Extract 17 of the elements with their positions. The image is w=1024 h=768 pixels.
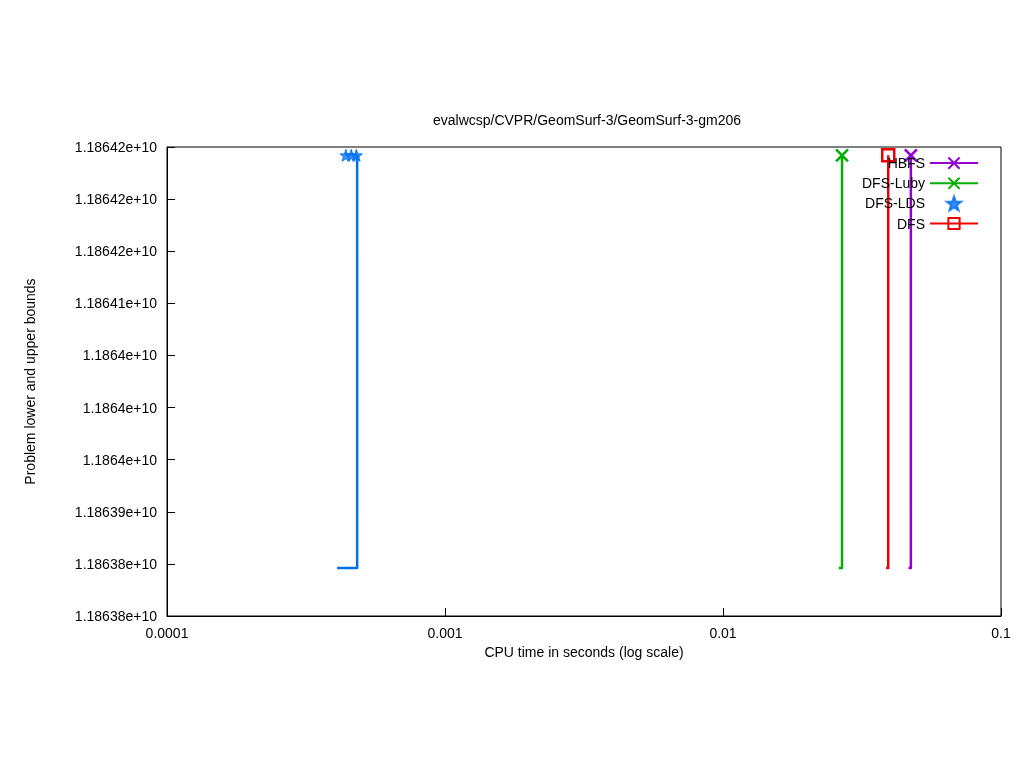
x-tick-label: 0.01 — [709, 625, 737, 641]
y-tick-label: 1.18641e+10 — [74, 295, 158, 312]
chart-title: evalwcsp/CVPR/GeomSurf-3/GeomSurf-3-gm206 — [432, 112, 742, 128]
y-tick-label: 1.1864e+10 — [82, 451, 158, 468]
y-tick-label: 1.18642e+10 — [74, 243, 158, 260]
x-tick-label: 0.1 — [991, 625, 1011, 641]
y-tick-label: 1.18638e+10 — [74, 555, 158, 572]
y-tick-label: 1.18638e+10 — [74, 608, 158, 624]
x-axis-title: CPU time in seconds (log scale) — [484, 643, 684, 660]
y-tick-label: 1.18642e+10 — [74, 191, 158, 208]
x-tick-label: 0.001 — [427, 625, 463, 641]
y-tick-label: 1.18639e+10 — [74, 503, 158, 520]
y-tick-label: 1.18642e+10 — [74, 139, 158, 155]
x-tick-label: 0.0001 — [145, 625, 189, 641]
y-tick-label: 1.1864e+10 — [82, 399, 158, 416]
y-tick-label: 1.1864e+10 — [82, 347, 158, 364]
y-axis-title: Problem lower and upper bounds — [22, 278, 38, 485]
